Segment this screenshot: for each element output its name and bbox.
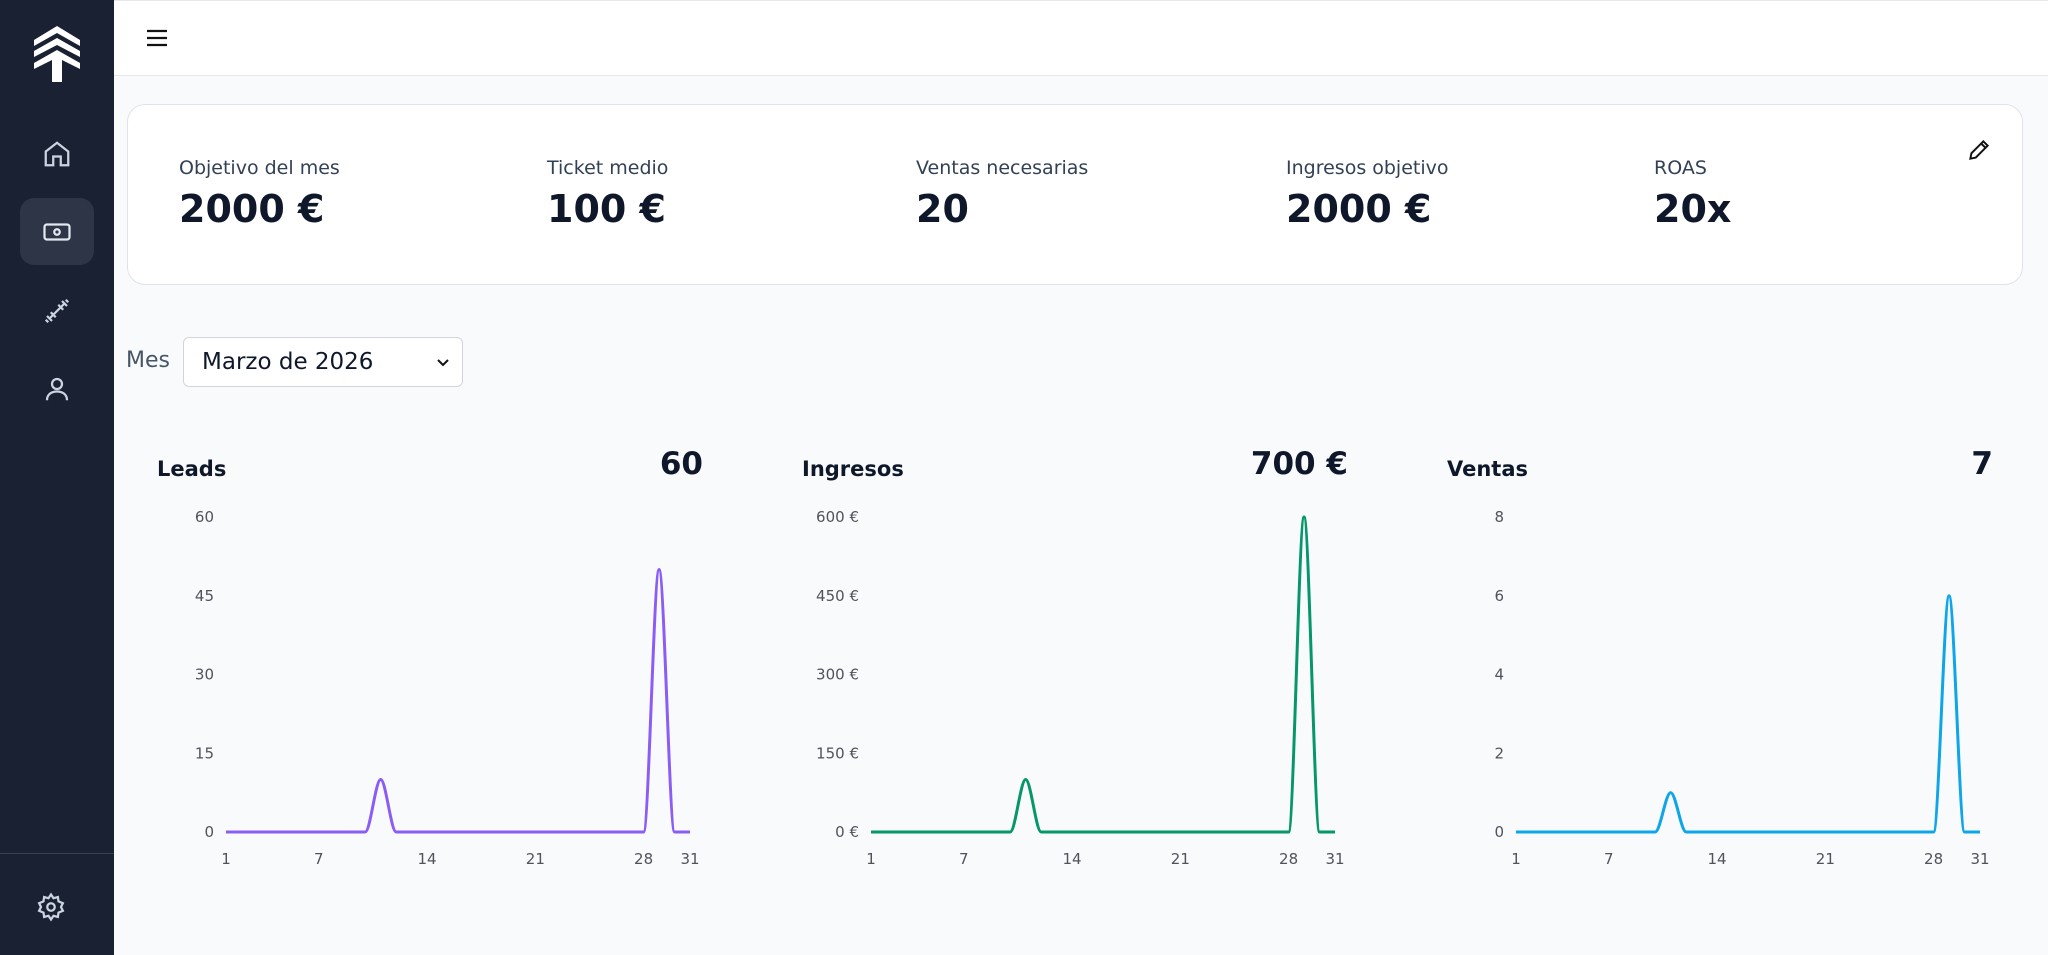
user-icon bbox=[45, 377, 69, 400]
stat: Objetivo del mes 2000 € bbox=[179, 157, 340, 231]
x-tick-label: 1 bbox=[221, 850, 231, 868]
stat: Ingresos objetivo 2000 € bbox=[1286, 157, 1449, 231]
topbar bbox=[114, 0, 2048, 76]
month-select[interactable]: Marzo de 2026 bbox=[183, 337, 463, 387]
x-tick-label: 14 bbox=[1063, 850, 1082, 868]
y-tick-label: 8 bbox=[1494, 508, 1504, 526]
chart-total: 700 € bbox=[1251, 446, 1348, 482]
stat-value: 2000 € bbox=[179, 187, 325, 231]
x-tick-label: 14 bbox=[418, 850, 437, 868]
nav-sales[interactable] bbox=[20, 198, 94, 265]
x-tick-label: 31 bbox=[1325, 850, 1344, 868]
stat: Ticket medio 100 € bbox=[547, 157, 668, 231]
x-tick-label: 14 bbox=[1708, 850, 1727, 868]
x-tick-label: 7 bbox=[314, 850, 324, 868]
y-tick-label: 45 bbox=[195, 587, 214, 605]
y-tick-label: 6 bbox=[1494, 587, 1504, 605]
x-tick-label: 1 bbox=[1511, 850, 1521, 868]
y-tick-label: 4 bbox=[1494, 666, 1504, 684]
stat: ROAS 20x bbox=[1654, 157, 1731, 231]
stats-card: Objetivo del mes 2000 € Ticket medio 100 € V… bbox=[127, 104, 2023, 285]
filter-label: Mes bbox=[126, 348, 170, 373]
stat-label: Ingresos objetivo bbox=[1286, 157, 1449, 179]
chart-title: Ventas bbox=[1447, 457, 1528, 481]
chart-title: Ingresos bbox=[802, 457, 904, 481]
y-tick-label: 0 bbox=[1494, 823, 1504, 841]
x-tick-label: 28 bbox=[1924, 850, 1943, 868]
x-tick-label: 21 bbox=[526, 850, 545, 868]
y-tick-label: 300 € bbox=[816, 666, 859, 684]
logo bbox=[34, 26, 80, 82]
stat-value: 2000 € bbox=[1286, 187, 1432, 231]
x-tick-label: 21 bbox=[1816, 850, 1835, 868]
home-icon bbox=[44, 140, 70, 166]
line-series bbox=[870, 515, 1335, 834]
line-series bbox=[1515, 594, 1980, 834]
nav-home[interactable] bbox=[20, 120, 94, 187]
y-tick-label: 60 bbox=[195, 508, 214, 526]
stat-label: Ventas necesarias bbox=[916, 157, 1089, 179]
edit-button[interactable] bbox=[1966, 137, 1992, 163]
money-icon bbox=[43, 222, 71, 241]
x-tick-label: 1 bbox=[866, 850, 876, 868]
nav-training[interactable] bbox=[20, 277, 94, 344]
x-tick-label: 21 bbox=[1171, 850, 1190, 868]
stat-value: 100 € bbox=[547, 187, 666, 231]
dumbbell-icon bbox=[44, 298, 70, 323]
x-tick-label: 7 bbox=[1604, 850, 1614, 868]
stat-value: 20 bbox=[916, 187, 969, 231]
nav-settings[interactable] bbox=[14, 873, 88, 940]
y-tick-label: 2 bbox=[1494, 744, 1504, 762]
y-tick-label: 600 € bbox=[816, 508, 859, 526]
select-value: Marzo de 2026 bbox=[202, 349, 374, 375]
chevron bbox=[437, 359, 449, 367]
y-tick-label: 450 € bbox=[816, 587, 859, 605]
stat-label: Ticket medio bbox=[547, 157, 669, 179]
x-tick-label: 31 bbox=[680, 850, 699, 868]
y-tick-label: 0 bbox=[204, 823, 214, 841]
x-tick-label: 28 bbox=[1279, 850, 1298, 868]
chart-title: Leads bbox=[157, 457, 226, 481]
stat-label: ROAS bbox=[1654, 157, 1707, 179]
y-tick-label: 30 bbox=[195, 666, 214, 684]
y-tick-label: 0 € bbox=[835, 823, 859, 841]
y-tick-label: 150 € bbox=[816, 744, 859, 762]
stat-value: 20x bbox=[1654, 187, 1732, 231]
x-tick-label: 7 bbox=[959, 850, 969, 868]
x-tick-label: 28 bbox=[634, 850, 653, 868]
divider bbox=[0, 853, 114, 854]
x-tick-label: 31 bbox=[1970, 850, 1989, 868]
menu-button[interactable] bbox=[146, 29, 168, 47]
sidebar bbox=[0, 0, 114, 955]
stat: Ventas necesarias 20 bbox=[916, 157, 1088, 231]
settings-icon bbox=[37, 891, 65, 922]
y-tick-label: 15 bbox=[195, 744, 214, 762]
stat-label: Objetivo del mes bbox=[179, 157, 340, 179]
nav-profile[interactable] bbox=[20, 355, 94, 422]
chart-total: 7 bbox=[1971, 446, 1993, 482]
chart-total: 60 bbox=[660, 446, 703, 482]
line-series bbox=[225, 567, 690, 834]
